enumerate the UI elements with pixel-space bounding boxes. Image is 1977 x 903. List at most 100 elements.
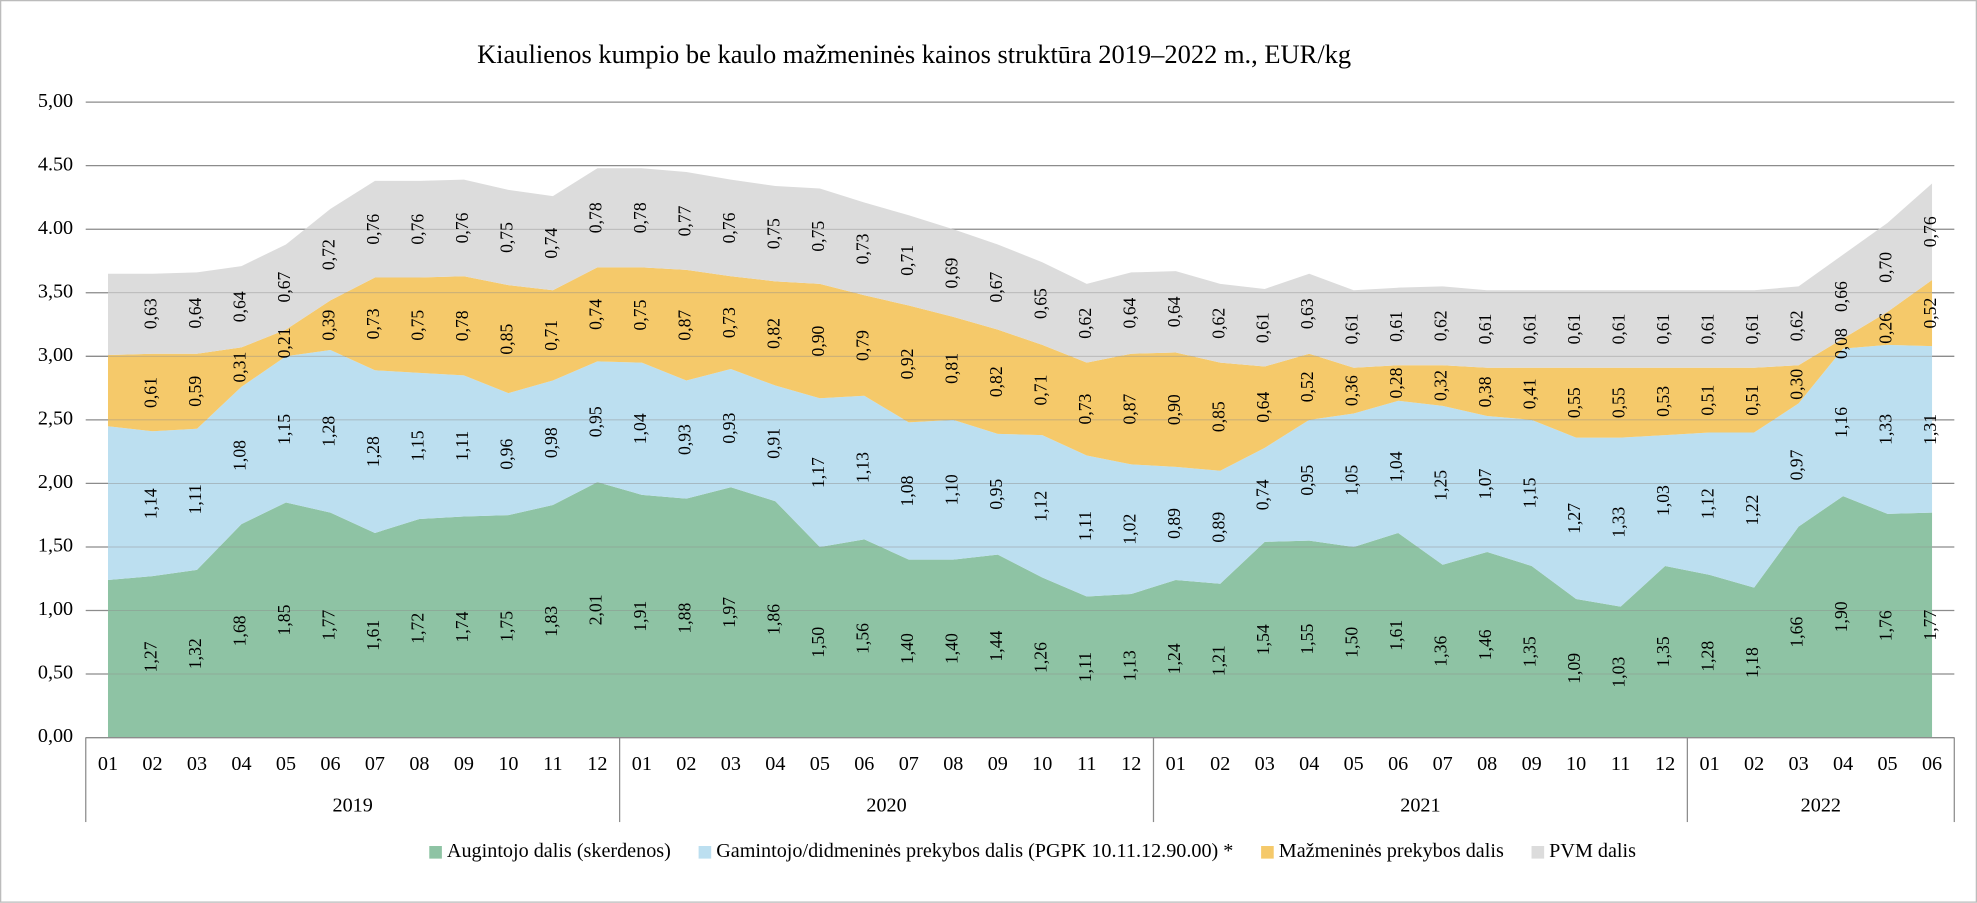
x-tick-label: 02 — [142, 753, 162, 775]
legend-label: Gamintojo/didmeninės prekybos dalis (PGP… — [716, 840, 1233, 862]
value-label: 1,16 — [1831, 407, 1851, 438]
value-label: 0,82 — [763, 318, 783, 349]
value-label: 0,62 — [1787, 310, 1807, 341]
value-label: 0,78 — [630, 202, 650, 233]
x-tick-label: 06 — [320, 753, 340, 775]
value-label: 0,74 — [585, 299, 605, 330]
value-label: 0,95 — [585, 406, 605, 437]
value-label: 0,76 — [363, 214, 383, 245]
value-label: 1,04 — [630, 413, 650, 444]
x-tick-label: 09 — [1522, 753, 1542, 775]
value-label: 1,40 — [897, 633, 917, 664]
value-label: 0,41 — [1520, 378, 1540, 409]
value-label: 0,97 — [1787, 449, 1807, 480]
value-label: 0,28 — [1386, 367, 1406, 398]
x-tick-label: 11 — [1611, 753, 1630, 775]
value-label: 1,88 — [674, 603, 694, 634]
value-label: 0,82 — [986, 366, 1006, 397]
value-label: 2,01 — [585, 594, 605, 625]
value-label: 0,61 — [1386, 311, 1406, 342]
value-label: 0,73 — [1075, 393, 1095, 424]
value-label: 1,11 — [452, 431, 472, 461]
y-tick-label: 5,00 — [38, 90, 73, 112]
value-label: 1,50 — [1342, 627, 1362, 658]
value-label: 0,71 — [897, 245, 917, 276]
value-label: 0,61 — [1520, 314, 1540, 345]
value-label: 0,90 — [808, 325, 828, 356]
value-label: 0,75 — [407, 310, 427, 341]
value-label: 0,61 — [1609, 314, 1629, 345]
value-label: 0,55 — [1564, 387, 1584, 418]
value-label: 0,95 — [1297, 465, 1317, 496]
value-label: 0,64 — [1119, 297, 1139, 328]
x-tick-label: 07 — [899, 753, 919, 775]
area — [107, 344, 1933, 607]
value-label: 1,28 — [318, 416, 338, 447]
value-label: 1,03 — [1653, 485, 1673, 516]
value-label: 0,62 — [1208, 308, 1228, 339]
value-label: 1,72 — [407, 613, 427, 644]
value-label: 0,75 — [630, 299, 650, 330]
value-label: 0,51 — [1742, 385, 1762, 416]
x-tick-label: 07 — [1433, 753, 1453, 775]
value-label: 1,03 — [1609, 657, 1629, 688]
value-label: 0,39 — [318, 310, 338, 341]
year-label: 2022 — [1801, 795, 1841, 817]
value-label: 0,98 — [541, 427, 561, 458]
value-label: 0,74 — [1253, 479, 1273, 510]
value-label: 1,90 — [1831, 601, 1851, 632]
value-label: 0,61 — [1342, 314, 1362, 345]
value-label: 0,71 — [541, 320, 561, 351]
value-label: 0,73 — [363, 308, 383, 339]
value-label: 0,53 — [1653, 386, 1673, 417]
value-label: 0,67 — [274, 271, 294, 302]
value-label: 1,75 — [496, 611, 516, 642]
value-label: 1,28 — [1698, 641, 1718, 672]
x-tick-label: 03 — [187, 753, 207, 775]
x-tick-label: 04 — [1833, 753, 1853, 775]
value-label: 0,72 — [318, 239, 338, 270]
value-label: 0,64 — [230, 291, 250, 322]
value-label: 0,79 — [852, 330, 872, 361]
x-tick-label: 07 — [365, 753, 385, 775]
value-label: 0,89 — [1164, 508, 1184, 539]
value-label: 1,15 — [407, 430, 427, 461]
year-label: 2020 — [866, 795, 906, 817]
x-tick-label: 05 — [1344, 753, 1364, 775]
value-label: 0,38 — [1475, 376, 1495, 407]
value-label: 0,52 — [1920, 298, 1940, 329]
x-tick-label: 12 — [1121, 753, 1141, 775]
y-tick-label: 3,50 — [38, 280, 73, 302]
x-tick-label: 03 — [1255, 753, 1275, 775]
value-label: 0,55 — [1609, 387, 1629, 418]
legend-swatch — [1261, 846, 1274, 859]
value-label: 0,63 — [1297, 298, 1317, 329]
value-label: 1,12 — [1698, 488, 1718, 519]
value-label: 1,13 — [852, 452, 872, 483]
value-label: 1,46 — [1475, 629, 1495, 660]
x-tick-label: 06 — [1388, 753, 1408, 775]
value-label: 1,17 — [808, 457, 828, 488]
value-label: 0,74 — [541, 228, 561, 259]
x-tick-label: 11 — [543, 753, 562, 775]
value-label: 0,64 — [1253, 392, 1273, 423]
x-tick-label: 10 — [1566, 753, 1586, 775]
chart-title: Kiaulienos kumpio be kaulo mažmeninės ka… — [477, 39, 1351, 69]
x-tick-label: 05 — [276, 753, 296, 775]
x-tick-label: 10 — [1032, 753, 1052, 775]
value-label: 0,75 — [496, 222, 516, 253]
value-label: 0,08 — [1831, 328, 1851, 359]
value-label: 1,02 — [1119, 514, 1139, 545]
value-label: 0,95 — [986, 479, 1006, 510]
value-label: 0,64 — [1164, 296, 1184, 327]
value-label: 0,62 — [1431, 310, 1451, 341]
value-label: 0,30 — [1787, 369, 1807, 400]
value-label: 0,31 — [230, 352, 250, 383]
x-tick-label: 01 — [98, 753, 118, 775]
value-label: 0,75 — [763, 218, 783, 249]
x-tick-label: 01 — [1700, 753, 1720, 775]
y-tick-label: 1,00 — [38, 598, 73, 620]
value-label: 1,15 — [1520, 477, 1540, 508]
value-label: 1,09 — [1564, 653, 1584, 684]
value-label: 0,81 — [941, 353, 961, 384]
